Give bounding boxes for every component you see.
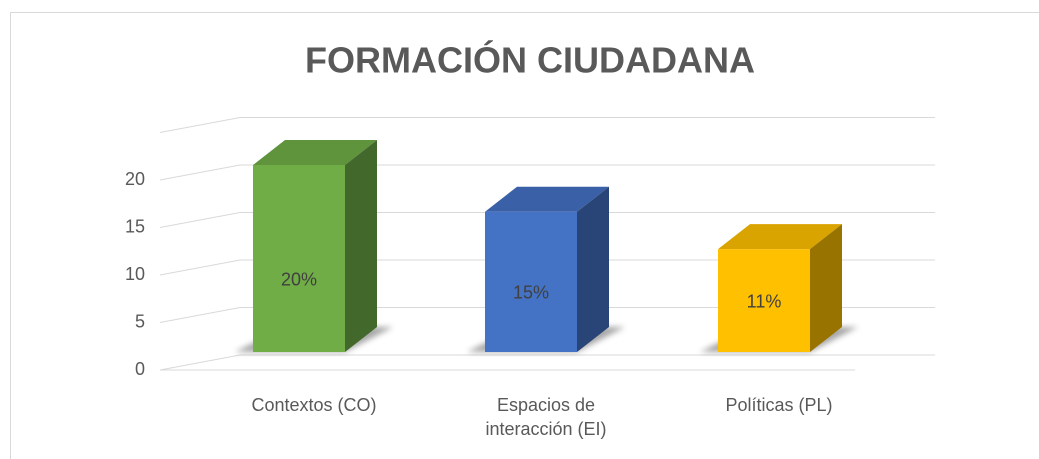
grid-line <box>159 307 935 323</box>
y-tick-label: 0 <box>135 359 145 379</box>
bar <box>718 249 810 352</box>
x-tick-label: Contextos (CO) <box>251 395 377 415</box>
bar-top <box>718 224 842 250</box>
y-tick-label: 5 <box>135 311 145 331</box>
grid-line <box>159 354 935 371</box>
grid-line <box>159 212 935 228</box>
y-tick-label: 20 <box>125 169 145 189</box>
bar-top <box>485 186 609 212</box>
data-label: 11% <box>747 291 782 311</box>
grid-line <box>159 164 935 181</box>
chart-title: FORMACIÓN CIUDADANA <box>305 39 755 81</box>
bar <box>485 211 577 352</box>
bar-side <box>810 224 842 352</box>
x-tick-label: Espacios de interacción (EI) <box>485 395 607 439</box>
bar-side <box>577 186 609 352</box>
bar-top <box>253 140 377 165</box>
grid-line <box>159 259 935 276</box>
x-tick-label: Políticas (PL) <box>725 395 833 415</box>
bar <box>253 165 345 352</box>
bar-side <box>345 140 377 352</box>
y-tick-label: 15 <box>125 216 145 236</box>
y-tick-label: 10 <box>125 264 145 284</box>
chart-border <box>10 12 1039 459</box>
data-label: 20% <box>281 269 317 289</box>
data-label: 15% <box>513 283 549 303</box>
wall-top-side <box>159 117 241 133</box>
